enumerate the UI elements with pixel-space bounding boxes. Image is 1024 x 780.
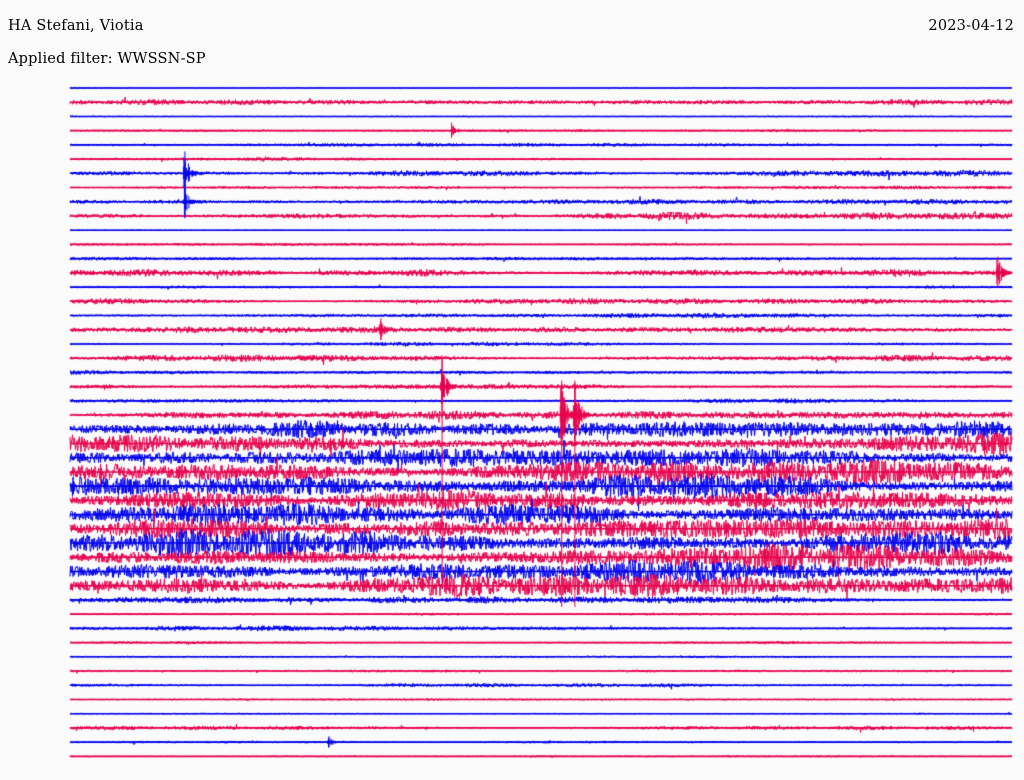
- station-title: HA Stefani, Viotia: [8, 18, 144, 34]
- seismogram-canvas: [0, 78, 1024, 778]
- applied-filter-label: Applied filter: WWSSN-SP: [8, 51, 206, 67]
- record-date: 2023-04-12: [928, 18, 1014, 34]
